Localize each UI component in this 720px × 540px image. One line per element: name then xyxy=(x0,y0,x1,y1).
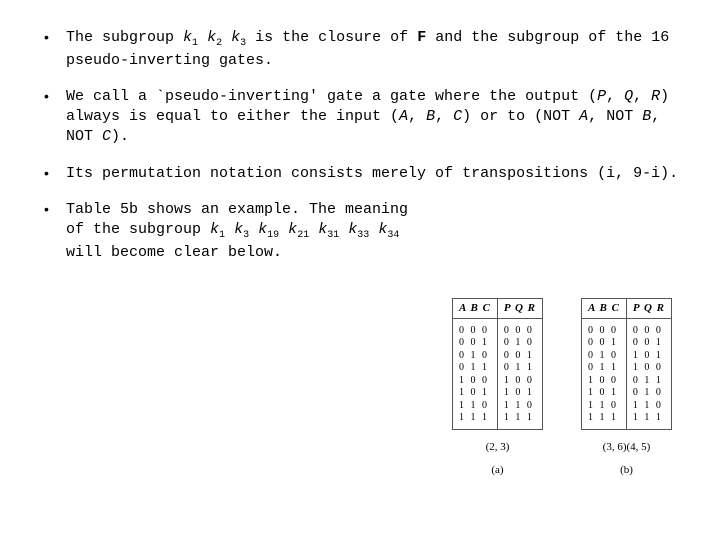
text: We call a `pseudo-inverting' gate a gate… xyxy=(66,88,597,105)
sub: 2 xyxy=(216,38,222,49)
table-b-grid: A B C 0 0 0 0 0 1 0 1 0 0 1 1 1 0 0 1 0 … xyxy=(581,298,672,430)
table-a-label: (a) xyxy=(491,463,503,478)
header-pqr: P Q R xyxy=(627,299,671,319)
col-abc: 0 0 0 0 0 1 0 1 0 0 1 1 1 0 0 1 0 1 1 1 … xyxy=(582,319,626,429)
var: R xyxy=(651,88,660,105)
sub: 31 xyxy=(327,230,339,241)
text: Its permutation notation consists merely… xyxy=(66,165,678,182)
var-k: k xyxy=(318,221,327,238)
table-a-caption: (2, 3) xyxy=(486,440,510,455)
text: ). xyxy=(111,128,129,145)
table-a: A B C 0 0 0 0 0 1 0 1 0 0 1 1 1 0 0 1 0 … xyxy=(452,298,543,478)
var: A xyxy=(579,108,588,125)
sub: 3 xyxy=(243,230,249,241)
var: Q xyxy=(624,88,633,105)
header-pqr: P Q R xyxy=(498,299,542,319)
var: P xyxy=(597,88,606,105)
var-k: k xyxy=(210,221,219,238)
text: , xyxy=(633,88,651,105)
var-k: k xyxy=(231,29,240,46)
var: B xyxy=(642,108,651,125)
text: is the closure of xyxy=(246,29,417,46)
text: , xyxy=(408,108,426,125)
table-b-caption: (3, 6)(4, 5) xyxy=(603,440,651,455)
text: will become clear below. xyxy=(66,244,282,261)
table-b: A B C 0 0 0 0 0 1 0 1 0 0 1 1 1 0 0 1 0 … xyxy=(581,298,672,478)
bullet-1: The subgroup k1 k2 k3 is the closure of … xyxy=(40,28,680,71)
var: A xyxy=(399,108,408,125)
text: ) or to (NOT xyxy=(462,108,579,125)
col-pqr: 0 0 0 0 1 0 0 0 1 0 1 1 1 0 0 1 0 1 1 1 … xyxy=(498,319,542,429)
var-k: k xyxy=(183,29,192,46)
text: , xyxy=(606,88,624,105)
sub: 33 xyxy=(357,230,369,241)
bullet-4: Table 5b shows an example. The meaning o… xyxy=(40,200,680,263)
table-b-label: (b) xyxy=(620,463,633,478)
sub: 34 xyxy=(387,230,399,241)
text: , xyxy=(435,108,453,125)
var-k: k xyxy=(234,221,243,238)
text: The subgroup xyxy=(66,29,183,46)
var-k: k xyxy=(378,221,387,238)
sub: 1 xyxy=(219,230,225,241)
bullet-2: We call a `pseudo-inverting' gate a gate… xyxy=(40,87,680,148)
var-k: k xyxy=(348,221,357,238)
header-abc: A B C xyxy=(453,299,497,319)
var: B xyxy=(426,108,435,125)
header-abc: A B C xyxy=(582,299,626,319)
truth-tables: A B C 0 0 0 0 0 1 0 1 0 0 1 1 1 0 0 1 0 … xyxy=(452,298,672,478)
var-k: k xyxy=(288,221,297,238)
sub: 21 xyxy=(297,230,309,241)
col-pqr: 0 0 0 0 0 1 1 0 1 1 0 0 0 1 1 0 1 0 1 1 … xyxy=(627,319,671,429)
var-k: k xyxy=(207,29,216,46)
text: , NOT xyxy=(588,108,642,125)
table-a-grid: A B C 0 0 0 0 0 1 0 1 0 0 1 1 1 0 0 1 0 … xyxy=(452,298,543,430)
var: C xyxy=(102,128,111,145)
sub: 19 xyxy=(267,230,279,241)
var: C xyxy=(453,108,462,125)
var-F: F xyxy=(417,29,426,46)
sub: 1 xyxy=(192,38,198,49)
col-abc: 0 0 0 0 0 1 0 1 0 0 1 1 1 0 0 1 0 1 1 1 … xyxy=(453,319,497,429)
bullet-3: Its permutation notation consists merely… xyxy=(40,164,680,184)
var-k: k xyxy=(258,221,267,238)
